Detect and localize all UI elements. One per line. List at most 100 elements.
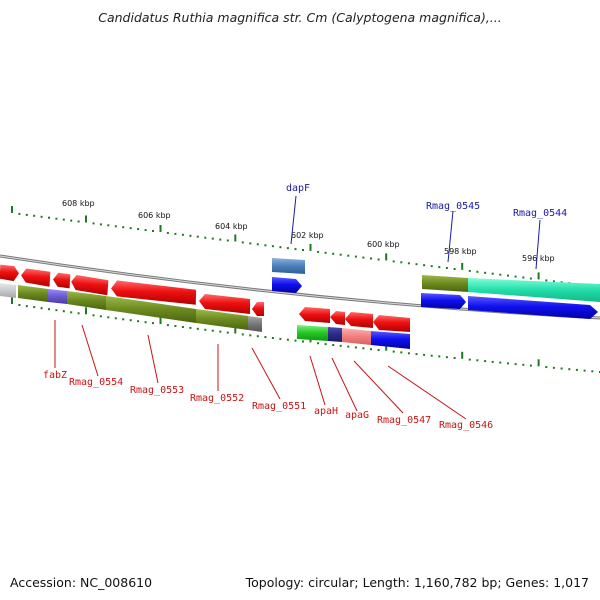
gene-segment[interactable] xyxy=(328,327,342,342)
scale-tick-label: 602 kbp xyxy=(291,231,324,240)
scale-tick-minor xyxy=(453,268,456,270)
scale-tick-labels: 608 kbp 606 kbp 604 kbp 602 kbp 600 kbp … xyxy=(62,199,555,263)
scale-tick-minor xyxy=(152,322,154,325)
scale-tick-minor xyxy=(256,335,259,338)
scale-tick-minor xyxy=(129,227,132,230)
scale-tick-minor xyxy=(491,272,494,275)
scale-tick-minor xyxy=(407,352,410,355)
scale-tick-minor xyxy=(491,360,494,363)
gene-arrow[interactable] xyxy=(345,312,373,328)
gene-label-rmag-0544[interactable]: Rmag_0544 xyxy=(513,208,567,219)
gene-segment[interactable] xyxy=(371,331,410,349)
gene-label-apah[interactable]: apaH xyxy=(314,406,338,417)
scale-tick-minor xyxy=(362,256,365,259)
scale-tick-minor xyxy=(347,345,350,348)
scale-tick-minor xyxy=(99,223,102,226)
gene-segment[interactable] xyxy=(106,296,196,323)
scale-tick-minor xyxy=(114,317,117,320)
scale-tick-minor xyxy=(18,212,21,215)
scale-tick-minor xyxy=(302,340,304,343)
scale-tick-major xyxy=(537,359,540,367)
scale-tick-minor xyxy=(137,228,140,231)
scale-tick-minor xyxy=(545,279,548,282)
scale-tick-minor xyxy=(62,218,65,221)
gene-label-rmag-0547[interactable]: Rmag_0547 xyxy=(377,415,431,426)
scale-tick-major xyxy=(461,351,464,359)
gene-arrow[interactable] xyxy=(373,315,410,332)
scale-tick-minor xyxy=(332,344,335,346)
scale-tick-minor xyxy=(317,342,320,345)
scale-tick-minor xyxy=(33,306,36,309)
scale-tick-label: 598 kbp xyxy=(444,247,477,256)
gene-label-rmag-0545[interactable]: Rmag_0545 xyxy=(426,201,480,212)
scale-tick-minor xyxy=(271,337,274,339)
scale-tick-minor xyxy=(407,262,410,265)
scale-tick-minor xyxy=(453,357,456,359)
gene-arrow[interactable] xyxy=(111,280,197,305)
gene-segment[interactable] xyxy=(248,316,262,332)
scale-tick-minor xyxy=(415,353,418,356)
scale-tick-minor xyxy=(529,277,532,280)
scale-tick-minor xyxy=(129,319,132,322)
gene-arrow[interactable] xyxy=(53,272,71,289)
scale-tick-minor xyxy=(545,366,548,368)
gene-label-rmag-0552[interactable]: Rmag_0552 xyxy=(190,393,244,404)
scale-tick-minor xyxy=(499,361,502,364)
gene-arrow[interactable] xyxy=(272,277,302,293)
gene-arrow[interactable] xyxy=(299,307,330,323)
scale-tick-minor xyxy=(256,243,259,246)
gene-label-rmag-0553[interactable]: Rmag_0553 xyxy=(130,385,184,396)
scale-tick-minor xyxy=(174,325,177,327)
scale-tick-minor xyxy=(468,358,471,361)
gene-arrow[interactable] xyxy=(468,296,598,319)
gene-segment[interactable] xyxy=(48,289,67,304)
scale-tick-minor xyxy=(249,242,252,245)
gene-segment[interactable] xyxy=(18,285,48,302)
scale-tick-major xyxy=(85,215,87,223)
bottom-gene-labels: fabZ Rmag_0554 Rmag_0553 Rmag_0552 Rmag_… xyxy=(43,370,493,431)
gene-segment[interactable] xyxy=(468,278,600,302)
gene-arrow[interactable] xyxy=(21,268,51,287)
scale-tick-minor xyxy=(514,363,517,366)
scale-tick-minor xyxy=(484,360,487,363)
scale-tick-minor xyxy=(430,265,433,268)
gene-arrow[interactable] xyxy=(421,293,466,309)
scale-tick-minor xyxy=(347,254,350,257)
scale-tick-minor xyxy=(591,370,594,373)
scale-tick-minor xyxy=(362,347,365,350)
scale-tick-minor xyxy=(114,225,117,228)
gene-segment[interactable] xyxy=(297,325,328,341)
scale-tick-minor xyxy=(324,343,327,346)
gene-arrow[interactable] xyxy=(70,275,109,296)
scale-tick-minor xyxy=(568,368,571,371)
scale-tick-minor xyxy=(377,258,380,261)
gene-label-rmag-0546[interactable]: Rmag_0546 xyxy=(439,420,493,431)
scale-tick-major xyxy=(159,225,162,232)
scale-tick-label: 604 kbp xyxy=(215,222,248,231)
gene-arrow[interactable] xyxy=(330,311,345,325)
gene-label-fabz[interactable]: fabZ xyxy=(43,370,67,381)
scale-tick-minor xyxy=(40,215,43,218)
gene-segment[interactable] xyxy=(342,328,371,345)
gene-segment[interactable] xyxy=(67,291,106,310)
gene-arrow[interactable] xyxy=(252,302,264,316)
scale-tick-minor xyxy=(476,270,479,273)
gene-arrow[interactable] xyxy=(199,294,250,314)
scale-tick-major xyxy=(234,234,237,242)
scale-tick-major xyxy=(385,343,388,351)
gene-arrow[interactable] xyxy=(0,264,19,282)
gene-segment[interactable] xyxy=(196,309,248,330)
scale-tick-major xyxy=(11,297,13,304)
gene-label-rmag-0554[interactable]: Rmag_0554 xyxy=(69,377,123,388)
scale-tick-major xyxy=(85,307,87,315)
gene-label-dapf[interactable]: dapF xyxy=(286,183,310,194)
gene-segment[interactable] xyxy=(272,258,305,274)
scale-tick-minor xyxy=(445,267,448,269)
scale-tick-minor xyxy=(107,224,110,227)
gene-label-apag[interactable]: apaG xyxy=(345,410,369,421)
gene-label-rmag-0551[interactable]: Rmag_0551 xyxy=(252,401,306,412)
gene-segment[interactable] xyxy=(422,275,468,292)
scale-tick-minor xyxy=(226,239,229,242)
scale-tick-minor xyxy=(332,252,335,255)
gene-segment[interactable] xyxy=(0,283,16,298)
